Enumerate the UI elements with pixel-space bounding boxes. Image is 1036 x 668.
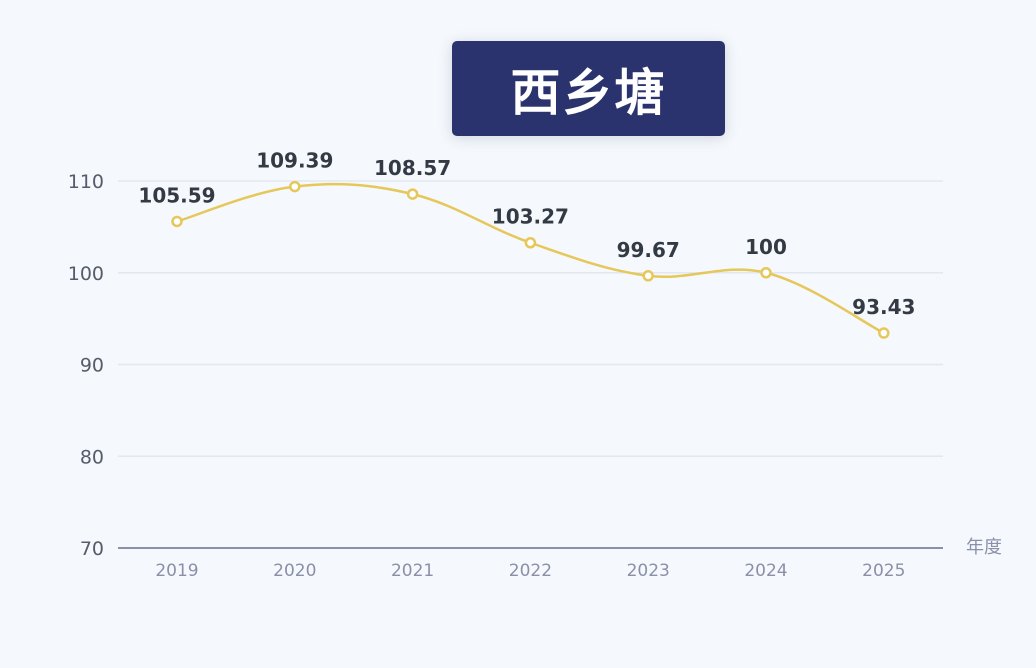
y-tick-label: 110	[68, 171, 104, 193]
y-tick-label: 90	[80, 355, 104, 377]
data-label: 99.67	[617, 238, 680, 262]
data-point	[760, 267, 772, 279]
data-label: 109.39	[256, 149, 333, 173]
x-tick-label: 2024	[744, 561, 787, 581]
data-label: 103.27	[492, 205, 569, 229]
data-point	[524, 236, 537, 249]
data-point	[642, 270, 654, 282]
chart-title-badge: 西乡塘	[452, 41, 725, 136]
y-tick-label: 70	[80, 538, 104, 560]
y-tick-label: 80	[80, 446, 104, 468]
data-point	[878, 327, 890, 339]
data-label: 108.57	[374, 156, 451, 180]
data-label: 105.59	[138, 183, 215, 207]
data-point	[406, 188, 419, 200]
x-tick-label: 2021	[391, 561, 434, 581]
y-tick-label: 100	[68, 263, 104, 285]
x-tick-label: 2020	[273, 561, 316, 581]
chart-title: 西乡塘	[510, 63, 667, 122]
data-label: 93.43	[852, 295, 915, 319]
x-tick-label: 2023	[627, 561, 670, 581]
x-axis-label: 年度	[966, 537, 1002, 558]
data-point	[289, 180, 301, 193]
data-point	[171, 215, 183, 228]
x-tick-label: 2019	[155, 561, 198, 581]
data-label: 100	[745, 235, 787, 259]
x-tick-label: 2022	[509, 561, 552, 581]
x-tick-label: 2025	[862, 561, 905, 581]
